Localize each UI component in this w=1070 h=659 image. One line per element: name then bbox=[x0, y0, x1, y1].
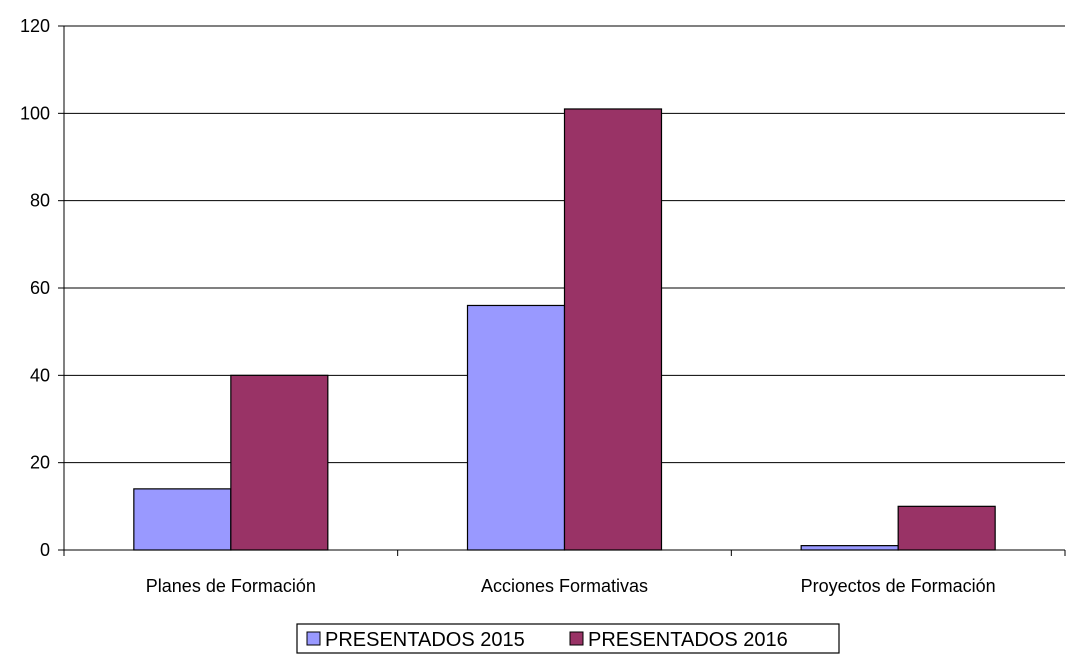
legend: PRESENTADOS 2015 PRESENTADOS 2016 bbox=[296, 623, 840, 654]
bar-series-1 bbox=[133, 488, 232, 551]
legend-swatch bbox=[306, 631, 321, 646]
y-tick-label: 100 bbox=[20, 103, 50, 123]
y-tick-label: 0 bbox=[40, 540, 50, 560]
y-tick-label: 60 bbox=[30, 278, 50, 298]
bar-series-1 bbox=[466, 304, 566, 551]
bar-series-2 bbox=[563, 108, 663, 551]
y-tick-label: 40 bbox=[30, 365, 50, 385]
bar-series-2 bbox=[230, 374, 329, 551]
y-tick-label: 80 bbox=[30, 191, 50, 211]
y-tick-label: 120 bbox=[20, 16, 50, 36]
bar-series-1 bbox=[800, 545, 899, 551]
legend-box bbox=[296, 623, 840, 654]
x-tick-label: Planes de Formación bbox=[146, 576, 316, 596]
bar-series-2 bbox=[897, 505, 996, 551]
x-tick-label: Acciones Formativas bbox=[481, 576, 648, 596]
y-tick-label: 20 bbox=[30, 453, 50, 473]
x-tick-label: Proyectos de Formación bbox=[801, 576, 996, 596]
legend-label: PRESENTADOS 2016 bbox=[588, 629, 788, 651]
bars bbox=[133, 108, 996, 551]
legend-swatch bbox=[569, 631, 584, 646]
legend-label: PRESENTADOS 2015 bbox=[325, 629, 525, 651]
tick-labels: 0 20 40 60 80 100 120 Planes de Formación Accion… bbox=[20, 16, 996, 596]
